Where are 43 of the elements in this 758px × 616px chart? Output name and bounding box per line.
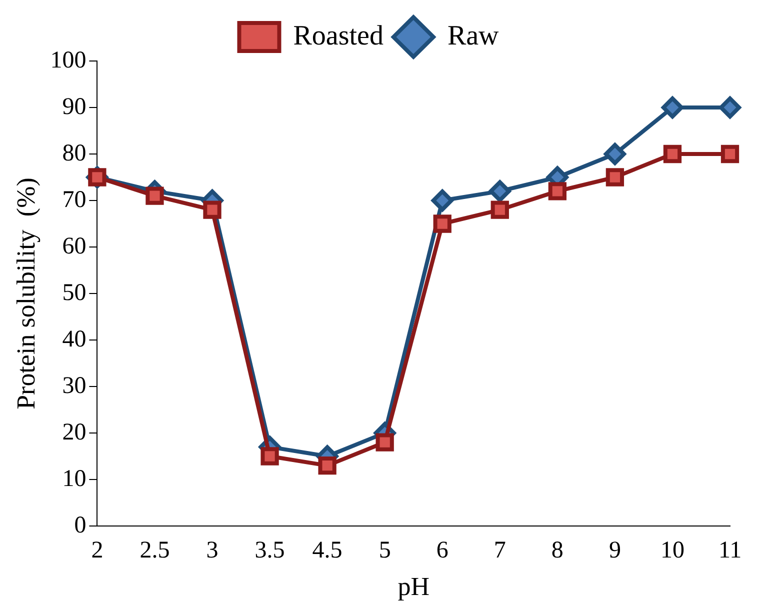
y-tick-label: 10 — [62, 466, 86, 492]
point — [146, 186, 164, 205]
x-tick-label: 8 — [551, 538, 564, 564]
y-tick-label: 20 — [62, 419, 86, 446]
point — [548, 182, 566, 200]
y-tick-label: 0 — [74, 512, 86, 538]
point — [604, 143, 626, 165]
point — [260, 447, 279, 466]
x-tick-label: 4.5 — [312, 538, 342, 564]
point — [318, 456, 336, 475]
x-axis-title: pH — [398, 572, 430, 602]
point — [606, 168, 624, 186]
point — [203, 200, 222, 219]
x-tick-label: 10 — [660, 538, 684, 564]
point — [661, 96, 684, 118]
y-tick-label: 40 — [62, 326, 86, 352]
x-tick-label: 3 — [206, 538, 218, 564]
point — [488, 180, 511, 202]
x-tick-label: 2.5 — [140, 538, 170, 564]
legend-label: Raw — [447, 20, 500, 52]
legend-label: Roasted — [293, 20, 384, 52]
x-tick-label: 6 — [436, 538, 448, 564]
y-tick-label: 80 — [62, 140, 86, 166]
y-tick-label: 90 — [62, 94, 86, 120]
point — [433, 214, 452, 233]
x-tick-label: 3.5 — [254, 538, 285, 564]
y-axis-title: Protein solubility (%) — [11, 178, 40, 410]
y-tick-label: 70 — [62, 186, 86, 213]
y-tick-label: 50 — [62, 280, 86, 306]
point — [663, 144, 682, 164]
y-tick-label: 30 — [62, 372, 86, 399]
x-tick-label: 9 — [608, 538, 621, 564]
point — [720, 144, 740, 164]
point — [490, 200, 509, 219]
point — [719, 96, 741, 118]
x-tick-label: 11 — [718, 538, 742, 564]
y-tick-label: 60 — [62, 233, 86, 260]
y-tick-label: 100 — [50, 47, 86, 74]
x-tick-label: 5 — [378, 538, 391, 564]
point — [376, 433, 394, 452]
x-tick-label: 7 — [494, 538, 506, 564]
x-tick-label: 2 — [91, 538, 104, 564]
point — [431, 190, 454, 212]
